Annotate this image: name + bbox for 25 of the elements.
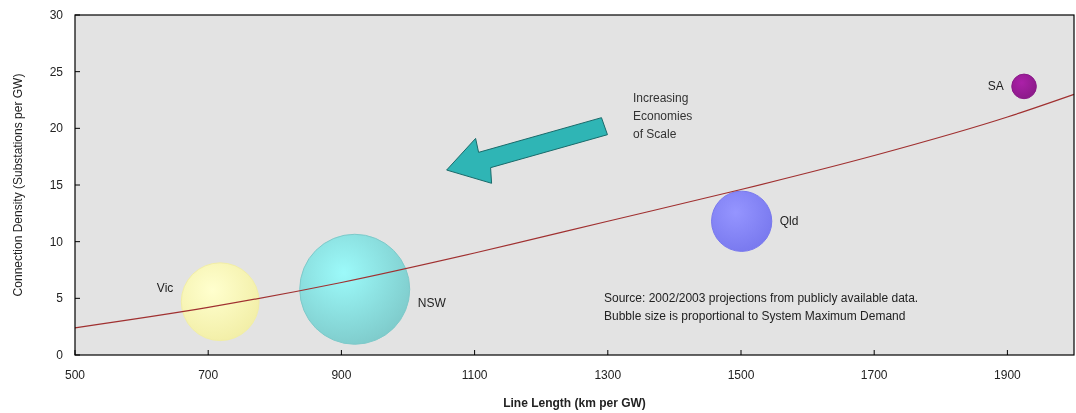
annotation: Bubble size is proportional to System Maximum Demand [604, 309, 906, 323]
y-axis-title: Connection Density (Substations per GW) [11, 73, 25, 297]
x-tick-label: 500 [64, 368, 86, 382]
y-tick-label: 15 [49, 178, 64, 192]
x-tick-label: 1700 [860, 368, 888, 382]
x-tick-label: 1500 [727, 368, 755, 382]
x-tick-label: 1900 [994, 368, 1022, 382]
series-label: Qld [779, 214, 799, 229]
y-tick-label: 0 [56, 348, 64, 362]
series-label: SA [987, 79, 1004, 94]
line-series [74, 93, 1075, 329]
y-tick-label: 30 [49, 8, 64, 22]
series-label: NSW [417, 296, 447, 311]
x-tick-label: 700 [198, 368, 219, 382]
y-tick-label: 5 [56, 291, 64, 306]
annotation: Increasing Economies of Scale [633, 91, 693, 141]
x-tick-label: 900 [331, 368, 352, 382]
x-axis-title: Line Length (km per GW) [503, 396, 646, 410]
y-tick-label: 20 [49, 121, 64, 136]
series-label: Vic [156, 280, 174, 295]
y-tick-label: 10 [49, 234, 64, 249]
annotation: Source: 2002/2003 projections from publicly available data. [604, 291, 919, 305]
y-tick-label: 25 [49, 64, 64, 79]
x-tick-label: 1300 [594, 368, 622, 382]
x-tick-label: 1100 [461, 368, 488, 382]
